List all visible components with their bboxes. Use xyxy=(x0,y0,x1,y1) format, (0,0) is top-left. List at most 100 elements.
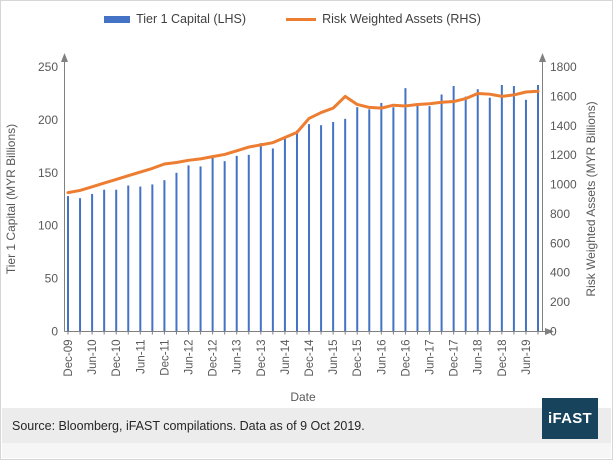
bar xyxy=(404,88,407,332)
right-tick-label: 1800 xyxy=(550,60,577,74)
left-tick-label: 250 xyxy=(38,60,58,74)
bar xyxy=(537,84,539,332)
bar xyxy=(187,165,190,332)
footer: Source: Bloomberg, iFAST compilations. D… xyxy=(2,408,611,443)
left-axis-tick-labels: 0 50 100 150 200 250 xyxy=(38,60,58,339)
bar xyxy=(91,193,94,332)
bar xyxy=(392,107,395,332)
ifast-logo-text: iFAST xyxy=(547,410,592,427)
legend-item-tier1-capital: Tier 1 Capital (LHS) xyxy=(104,12,246,26)
bar xyxy=(115,189,118,332)
x-tick-label: Dec-11 xyxy=(159,340,171,376)
legend-item-risk-weighted-assets: Risk Weighted Assets (RHS) xyxy=(286,12,481,26)
bar xyxy=(259,143,262,332)
x-axis-title: Date xyxy=(290,390,316,404)
bar xyxy=(524,99,527,332)
x-tick-label: Jun-15 xyxy=(328,340,340,375)
footer-strip xyxy=(2,443,611,458)
right-tick-label: 600 xyxy=(550,236,570,250)
chart-legend: Tier 1 Capital (LHS) Risk Weighted Asset… xyxy=(1,12,612,26)
x-tick-label: Jun-17 xyxy=(425,340,437,375)
bar xyxy=(356,107,359,332)
x-tick-label: Dec-14 xyxy=(304,339,316,377)
bar xyxy=(344,118,347,332)
y-axis-title-right: Risk Weighted Assets (MYR Billions) xyxy=(584,101,598,296)
x-tick-label: Jun-11 xyxy=(135,340,147,374)
right-tick-label: 400 xyxy=(550,266,570,280)
left-tick-label: 0 xyxy=(51,325,58,339)
legend-label-rwa: Risk Weighted Assets (RHS) xyxy=(322,12,481,26)
x-tick-label: Jun-10 xyxy=(87,340,99,375)
source-text: Source: Bloomberg, iFAST compilations. D… xyxy=(12,418,365,433)
bar xyxy=(271,148,274,332)
axes xyxy=(61,53,554,335)
bar xyxy=(464,96,467,332)
bar xyxy=(235,155,238,332)
right-axis-tick-labels: 0 200 400 600 800 1000 1200 1400 1600 1800 xyxy=(550,60,577,339)
legend-label-tier1: Tier 1 Capital (LHS) xyxy=(136,12,247,26)
x-tick-label: Jun-19 xyxy=(521,340,533,375)
right-tick-label: 200 xyxy=(550,295,570,309)
bar xyxy=(67,196,69,332)
tier1-bars xyxy=(67,84,539,332)
x-axis-arrow-icon xyxy=(545,328,554,335)
right-tick-label: 1000 xyxy=(550,178,577,192)
bar-swatch-icon xyxy=(104,15,131,23)
bar xyxy=(223,161,226,332)
left-tick-label: 100 xyxy=(38,219,58,233)
x-tick-label: Jun-14 xyxy=(280,339,292,375)
bar xyxy=(211,157,214,332)
x-tick-label: Jun-13 xyxy=(232,340,244,375)
bar xyxy=(512,86,515,332)
right-tick-label: 800 xyxy=(550,207,570,221)
left-tick-label: 200 xyxy=(38,113,58,127)
bar xyxy=(380,102,383,332)
bar xyxy=(247,154,250,332)
y-axis-title-left: Tier 1 Capital (MYR Billions) xyxy=(4,124,18,274)
bar xyxy=(151,184,154,332)
bar xyxy=(428,106,431,332)
right-tick-label: 1400 xyxy=(550,119,577,133)
bar xyxy=(103,189,106,332)
line-swatch-icon xyxy=(286,17,317,21)
bar xyxy=(79,198,82,332)
bar xyxy=(500,84,503,332)
x-tick-label: Jun-16 xyxy=(376,340,388,375)
combo-chart: 0 50 100 150 200 250 0 200 400 600 800 1000 1200 1400… xyxy=(4,53,598,404)
x-tick-label: Dec-16 xyxy=(400,340,412,377)
left-tick-label: 50 xyxy=(45,272,59,286)
right-axis-arrow-icon xyxy=(539,53,546,62)
x-tick-label: Dec-13 xyxy=(256,340,268,377)
bar xyxy=(368,109,371,332)
bar xyxy=(488,97,491,332)
bar xyxy=(452,86,455,332)
x-tick-label: Dec-15 xyxy=(352,340,364,377)
bar xyxy=(163,180,166,332)
ifast-logo: iFAST xyxy=(542,398,598,439)
x-tick-label: Dec-17 xyxy=(449,340,461,377)
bar xyxy=(308,124,311,332)
bar xyxy=(175,172,178,332)
rwa-line xyxy=(66,89,540,195)
left-axis-arrow-icon xyxy=(61,53,68,62)
right-tick-label: 1600 xyxy=(550,89,577,103)
bar xyxy=(440,94,443,332)
x-tick-label: Dec-18 xyxy=(497,340,509,377)
bar xyxy=(139,186,142,332)
bar xyxy=(283,137,286,332)
right-tick-label: 0 xyxy=(550,325,557,339)
bar xyxy=(320,125,323,332)
bar xyxy=(416,105,419,332)
x-axis-tick-labels: Dec-09 Jun-10 Dec-10 Jun-11 Dec-11 Jun-12 Dec-… xyxy=(63,339,533,377)
right-tick-label: 1200 xyxy=(550,148,577,162)
x-tick-label: Jun-12 xyxy=(184,340,196,375)
bar xyxy=(127,185,130,332)
bar xyxy=(332,122,335,332)
x-tick-label: Dec-09 xyxy=(63,340,75,377)
bar xyxy=(295,130,298,332)
bar xyxy=(476,89,479,332)
x-tick-label: Dec-10 xyxy=(111,340,123,377)
x-tick-label: Jun-18 xyxy=(473,340,485,375)
left-tick-label: 150 xyxy=(38,166,58,180)
